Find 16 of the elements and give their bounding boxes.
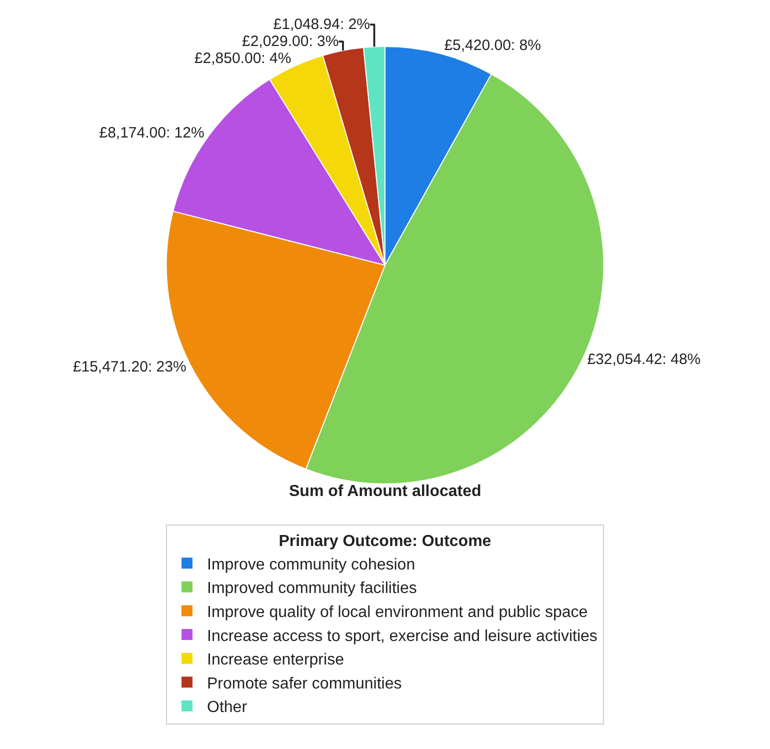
data-label: £8,174.00: 12%	[99, 124, 204, 142]
text: Sum of Amount allocated	[289, 483, 482, 500]
data-label: £2,850.00: 4%	[194, 50, 292, 68]
data-label: £32,054.42: 48%	[587, 351, 701, 368]
legend-label: Other	[207, 699, 248, 716]
legend-label: Improved community facilities	[207, 580, 417, 598]
legend-label: Improve quality of local environment and public space	[207, 604, 588, 621]
legend-label: Improve community cohesion	[207, 556, 416, 574]
legend-label: Increase access to sport, exercise and leisure activities	[207, 628, 598, 645]
data-label: £2,029.00: 3%	[242, 33, 339, 50]
legend-label: Increase enterprise	[207, 652, 344, 669]
legend-title: Primary Outcome: Outcome	[278, 533, 492, 550]
legend-label: Promote safer communities	[207, 675, 402, 692]
data-label: £1,048.94: 2%	[273, 16, 370, 34]
data-label: £5,420.00: 8%	[444, 37, 541, 54]
data-label: £15,471.20: 23%	[72, 358, 186, 376]
